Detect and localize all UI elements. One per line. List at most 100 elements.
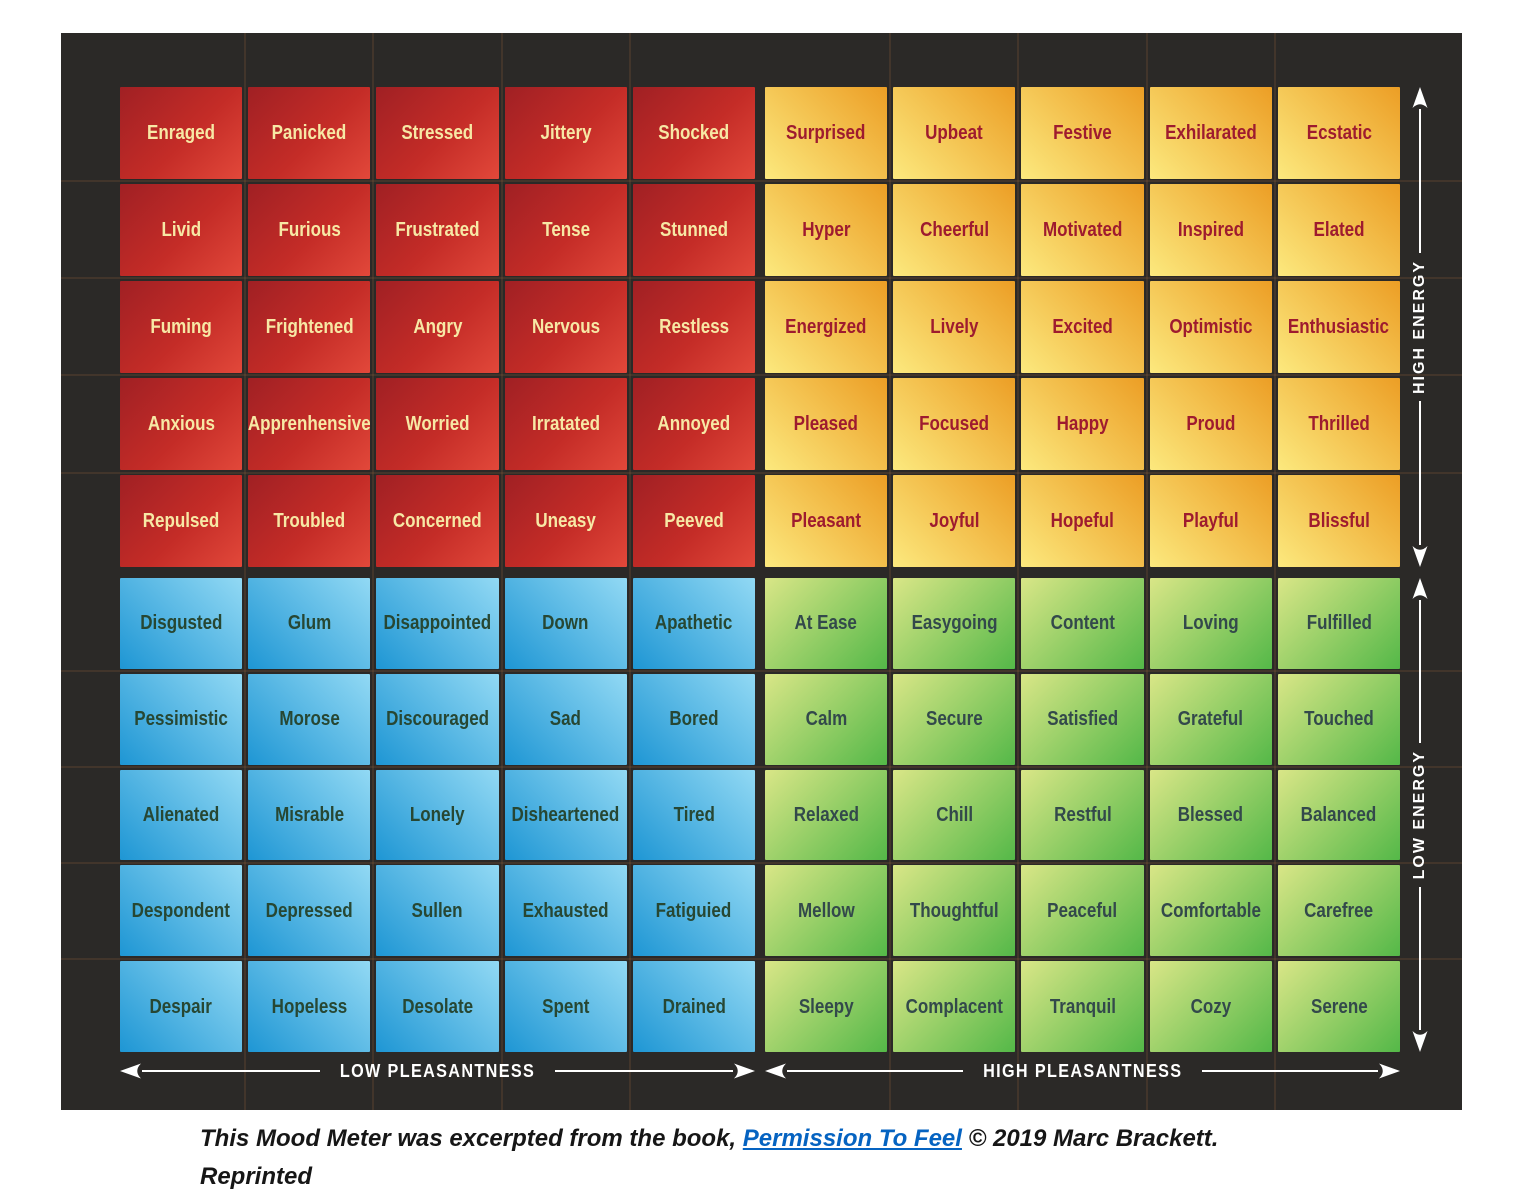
- emotion-cell: Sullen: [376, 865, 499, 957]
- emotion-label: Nervous: [531, 316, 600, 338]
- attribution-footer: This Mood Meter was excerpted from the b…: [0, 1120, 1530, 1196]
- emotion-cell: Secure: [893, 673, 1016, 765]
- emotion-cell: Comfortable: [1149, 865, 1272, 957]
- emotion-cell: Loving: [1149, 578, 1272, 669]
- arrow-down-icon: [1412, 546, 1428, 568]
- low-pleasantness-axis: LOW PLEASANTNESS: [120, 1059, 756, 1083]
- emotion-label: Bored: [669, 708, 719, 731]
- emotion-cell: Panicked: [248, 87, 371, 179]
- emotion-cell: Annoyed: [632, 378, 755, 470]
- emotion-label: Misrable: [274, 803, 344, 826]
- emotion-label: Chill: [935, 803, 973, 826]
- emotion-label: Angry: [412, 316, 463, 338]
- emotion-cell: Satisfied: [1021, 673, 1144, 765]
- emotion-cell: Shocked: [632, 87, 755, 179]
- emotion-label: Panicked: [271, 122, 347, 144]
- emotion-cell: Angry: [376, 281, 499, 373]
- low-energy-axis: LOW ENERGY: [1407, 578, 1433, 1052]
- emotion-label: Tense: [541, 219, 590, 241]
- emotion-cell: Repulsed: [120, 475, 243, 567]
- emotion-label: Fulfilled: [1306, 612, 1372, 635]
- emotion-cell: Surprised: [765, 87, 888, 179]
- emotion-label: Content: [1050, 612, 1115, 635]
- emotion-cell: Touched: [1277, 673, 1400, 765]
- emotion-label: Spent: [542, 995, 590, 1018]
- emotion-cell: Fulfilled: [1277, 578, 1400, 669]
- emotion-cell: Hopeless: [248, 961, 371, 1052]
- emotion-label: Peaceful: [1047, 899, 1118, 922]
- emotion-cell: Peaceful: [1021, 865, 1144, 957]
- emotion-label: Despair: [149, 995, 213, 1018]
- gridline: [61, 670, 1462, 672]
- arrow-up-icon: [1412, 578, 1428, 599]
- emotion-label: Stunned: [659, 219, 728, 241]
- emotion-label: Anxious: [147, 413, 215, 435]
- emotion-label: Drained: [662, 995, 726, 1018]
- emotion-cell: Frightened: [248, 281, 371, 373]
- axis-label-low-energy: LOW ENERGY: [1411, 750, 1428, 880]
- emotion-cell: Anxious: [120, 378, 243, 470]
- gridline: [61, 766, 1462, 768]
- gridline: [1017, 33, 1019, 1110]
- emotion-label: Stressed: [401, 122, 474, 144]
- emotion-cell: Frustrated: [376, 184, 499, 276]
- axis-label-high-pleasantness: HIGH PLEASANTNESS: [982, 1060, 1183, 1081]
- emotion-cell: Sleepy: [765, 961, 888, 1052]
- gridline: [501, 33, 503, 1110]
- gridline: [61, 472, 1462, 474]
- emotion-label: Worried: [405, 413, 470, 435]
- arrow-left-icon: [765, 1063, 786, 1079]
- attribution-part2: © 2019 Marc Brackett. Reprinted: [200, 1125, 1219, 1191]
- emotion-label: Jittery: [540, 122, 592, 144]
- emotion-label: Thoughtful: [909, 899, 999, 922]
- emotion-label: Disheartened: [511, 803, 620, 826]
- emotion-cell: Peeved: [632, 475, 755, 567]
- emotion-label: Pleasant: [791, 510, 862, 532]
- emotion-cell: Excited: [1021, 281, 1144, 373]
- emotion-label: Annoyed: [657, 413, 731, 435]
- emotion-cell: Uneasy: [504, 475, 627, 567]
- gridline: [1146, 33, 1148, 1110]
- axis-line: [1419, 109, 1421, 253]
- gridline: [372, 33, 374, 1110]
- gridline: [61, 958, 1462, 960]
- emotion-cell: Pessimistic: [120, 673, 243, 765]
- emotion-label: Serene: [1310, 995, 1368, 1018]
- emotion-cell: Enthusiastic: [1277, 281, 1400, 373]
- emotion-cell: Hyper: [765, 184, 888, 276]
- emotion-label: Comfortable: [1160, 899, 1261, 922]
- permission-to-feel-link[interactable]: Permission To Feel: [742, 1125, 962, 1152]
- emotion-label: Glum: [287, 612, 332, 635]
- emotion-cell: Proud: [1149, 378, 1272, 470]
- emotion-label: Surprised: [786, 122, 866, 144]
- emotion-cell: Blissful: [1277, 475, 1400, 567]
- emotion-cell: Optimistic: [1149, 281, 1272, 373]
- emotion-label: Complacent: [905, 995, 1003, 1018]
- emotion-cell: Bored: [632, 673, 755, 765]
- emotion-label: Sad: [550, 708, 582, 731]
- emotion-cell: Content: [1021, 578, 1144, 669]
- emotion-cell: Fatiguied: [632, 865, 755, 957]
- emotion-cell: Livid: [120, 184, 243, 276]
- gridline: [61, 180, 1462, 182]
- emotion-cell: Discouraged: [376, 673, 499, 765]
- emotion-cell: Energized: [765, 281, 888, 373]
- emotion-cell: Stunned: [632, 184, 755, 276]
- emotion-cell: Playful: [1149, 475, 1272, 567]
- emotion-label: Grateful: [1178, 708, 1244, 731]
- emotion-label: Carefree: [1304, 899, 1374, 922]
- quadrant-green-low-energy-high-pleasantness: At Ease Easygoing Content Loving Fulfill…: [765, 578, 1400, 1052]
- emotion-cell: Restful: [1021, 769, 1144, 861]
- axis-line: [787, 1070, 963, 1072]
- emotion-label: Pessimistic: [134, 708, 228, 731]
- gridline: [61, 277, 1462, 279]
- gridline: [244, 33, 246, 1110]
- emotion-cell: Motivated: [1021, 184, 1144, 276]
- emotion-label: Pleased: [793, 413, 859, 435]
- attribution-text: This Mood Meter was excerpted from the b…: [200, 1120, 1330, 1196]
- emotion-label: Loving: [1182, 612, 1239, 635]
- axis-label-high-energy: HIGH ENERGY: [1411, 260, 1428, 395]
- emotion-label: Lonely: [410, 803, 465, 826]
- emotion-label: Festive: [1053, 122, 1112, 144]
- axis-line: [1419, 886, 1421, 1030]
